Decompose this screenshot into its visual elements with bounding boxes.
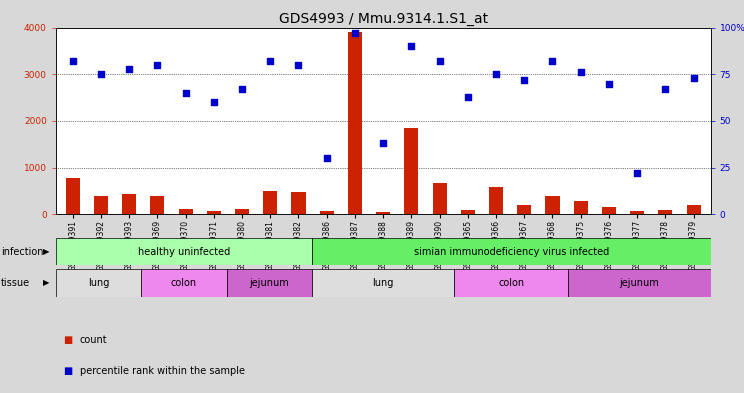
Text: percentile rank within the sample: percentile rank within the sample xyxy=(80,366,245,376)
Bar xyxy=(292,192,306,214)
Bar xyxy=(568,269,711,297)
Point xyxy=(519,77,530,83)
Bar xyxy=(320,211,334,214)
Text: lung: lung xyxy=(373,278,394,288)
Text: ▶: ▶ xyxy=(43,279,50,287)
Point xyxy=(264,58,276,64)
Point xyxy=(659,86,671,92)
Point xyxy=(603,81,615,87)
Bar xyxy=(94,196,108,214)
Point xyxy=(349,30,361,36)
Text: tissue: tissue xyxy=(1,278,30,288)
Text: colon: colon xyxy=(171,278,197,288)
Bar xyxy=(545,196,559,214)
Point xyxy=(152,62,164,68)
Text: jejunum: jejunum xyxy=(620,278,659,288)
Point xyxy=(124,65,135,72)
Bar xyxy=(602,207,616,214)
Bar xyxy=(141,269,227,297)
Bar xyxy=(376,212,390,214)
Point xyxy=(321,155,333,161)
Bar xyxy=(122,194,136,214)
Bar xyxy=(517,205,531,214)
Point xyxy=(687,75,699,81)
Point xyxy=(292,62,304,68)
Point xyxy=(462,94,474,100)
Bar xyxy=(150,196,164,214)
Point xyxy=(67,58,79,64)
Text: ■: ■ xyxy=(63,335,72,345)
Bar xyxy=(574,201,588,214)
Point xyxy=(631,170,643,176)
Text: colon: colon xyxy=(498,278,525,288)
Bar xyxy=(489,187,503,214)
Point xyxy=(434,58,446,64)
Bar xyxy=(263,191,278,214)
Text: infection: infection xyxy=(1,246,43,257)
Bar xyxy=(630,211,644,214)
Point xyxy=(208,99,219,105)
Bar xyxy=(56,269,141,297)
Title: GDS4993 / Mmu.9314.1.S1_at: GDS4993 / Mmu.9314.1.S1_at xyxy=(278,13,488,26)
Bar xyxy=(687,205,701,214)
Text: healthy uninfected: healthy uninfected xyxy=(138,246,230,257)
Bar xyxy=(179,209,193,214)
Bar xyxy=(404,128,418,214)
Point xyxy=(236,86,248,92)
Text: ■: ■ xyxy=(63,366,72,376)
Bar xyxy=(312,238,711,265)
Point xyxy=(575,69,587,75)
Point xyxy=(490,71,502,77)
Bar xyxy=(432,183,446,214)
Bar xyxy=(207,211,221,214)
Point xyxy=(179,90,191,96)
Text: jejunum: jejunum xyxy=(249,278,289,288)
Text: simian immunodeficiency virus infected: simian immunodeficiency virus infected xyxy=(414,246,609,257)
Bar xyxy=(56,238,312,265)
Bar xyxy=(65,178,80,214)
Text: ▶: ▶ xyxy=(43,247,50,256)
Bar xyxy=(348,32,362,214)
Bar xyxy=(461,209,475,214)
Bar xyxy=(455,269,568,297)
Point xyxy=(95,71,107,77)
Bar xyxy=(658,210,673,214)
Point xyxy=(547,58,559,64)
Point xyxy=(377,140,389,146)
Text: count: count xyxy=(80,335,107,345)
Point xyxy=(405,43,417,49)
Bar xyxy=(227,269,312,297)
Text: lung: lung xyxy=(88,278,109,288)
Bar xyxy=(235,209,249,214)
Bar xyxy=(312,269,455,297)
